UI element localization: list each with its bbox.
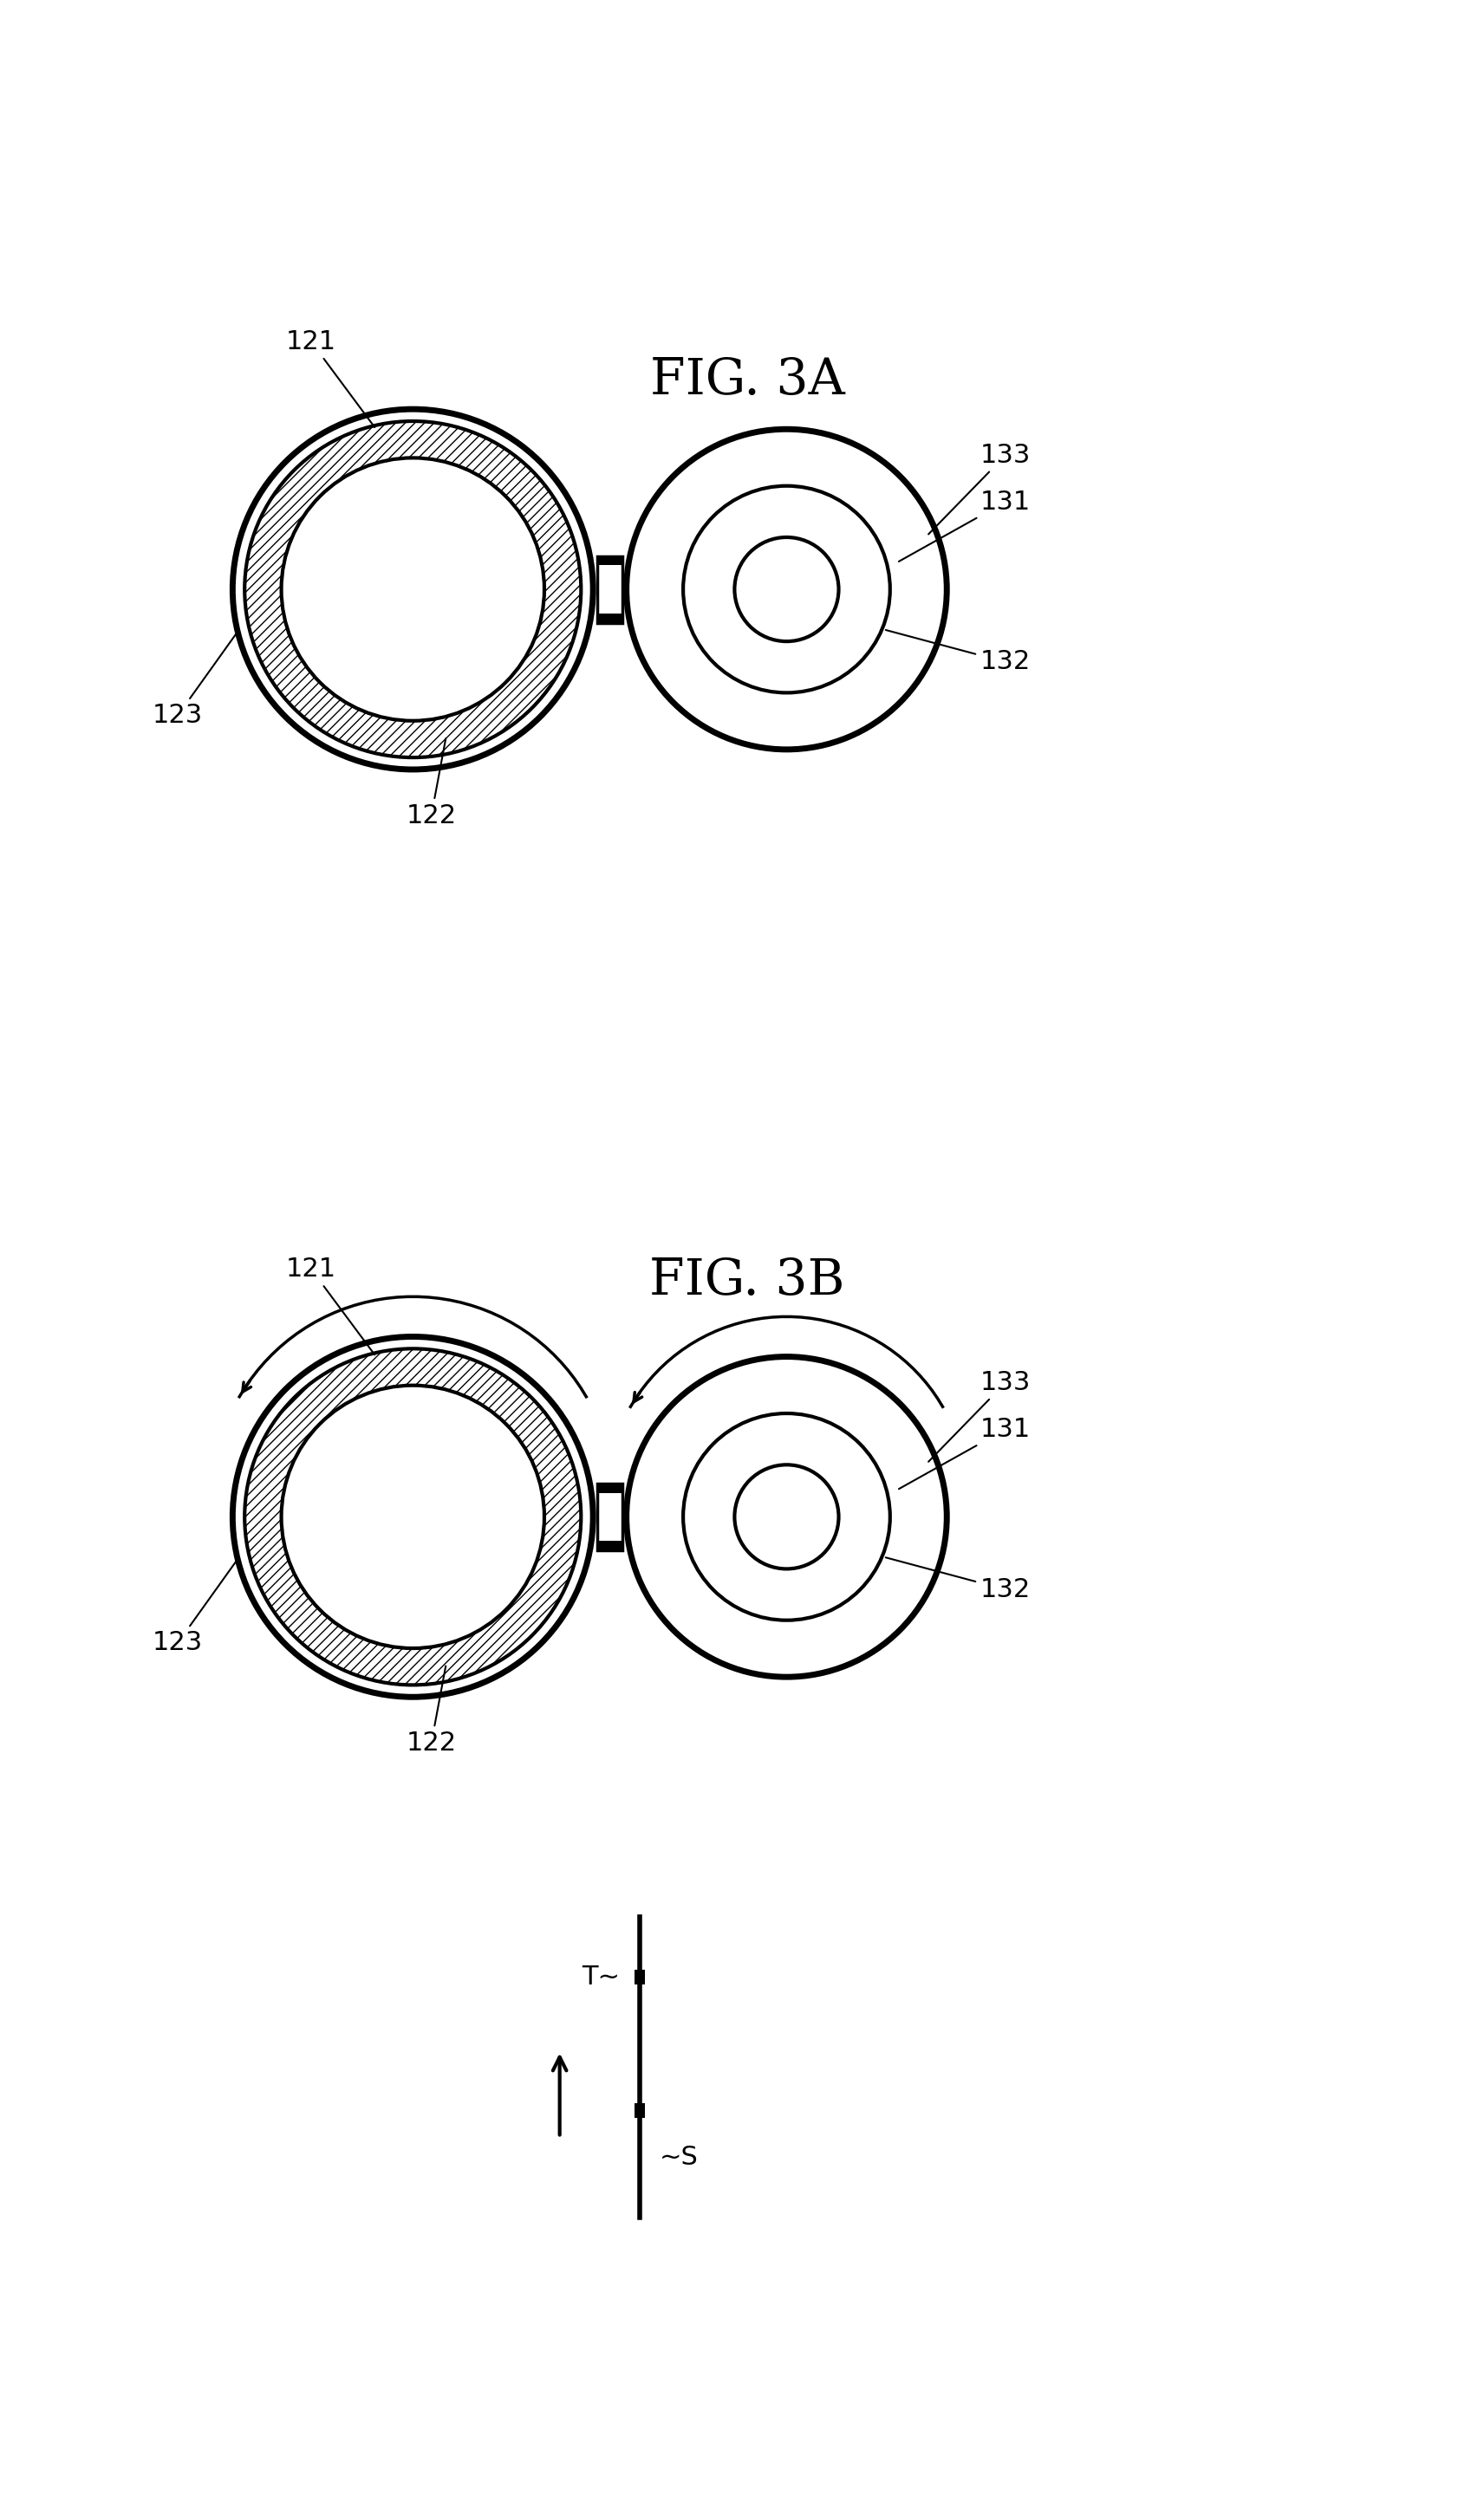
Text: FIG. 3A: FIG. 3A [650,355,844,403]
Circle shape [233,408,593,769]
Text: 122: 122 [407,738,456,829]
Bar [596,612,623,622]
Bar [596,1540,623,1550]
Text: 121: 121 [286,1257,375,1356]
Wedge shape [245,421,582,759]
Bar [634,1971,644,1986]
Text: 132: 132 [885,1557,1031,1603]
Text: 132: 132 [885,630,1031,675]
Bar [634,2104,644,2117]
Text: 131: 131 [898,1416,1031,1489]
Text: ~S: ~S [660,2145,698,2170]
Circle shape [627,428,946,748]
Circle shape [233,1336,593,1696]
Text: 122: 122 [407,1666,456,1756]
Text: 123: 123 [153,1560,238,1656]
Text: 131: 131 [898,489,1031,562]
Text: 133: 133 [929,444,1031,534]
Bar [596,557,623,622]
Bar [596,1484,623,1492]
Text: T~: T~ [582,1966,620,1991]
Bar [596,1484,623,1550]
Text: FIG. 3B: FIG. 3B [649,1257,846,1305]
Wedge shape [245,1348,582,1686]
Text: 121: 121 [286,330,375,428]
Text: 123: 123 [153,633,238,728]
Bar [596,557,623,564]
Text: 133: 133 [929,1371,1031,1462]
Circle shape [281,459,544,721]
Circle shape [627,1356,946,1676]
Circle shape [281,1386,544,1648]
